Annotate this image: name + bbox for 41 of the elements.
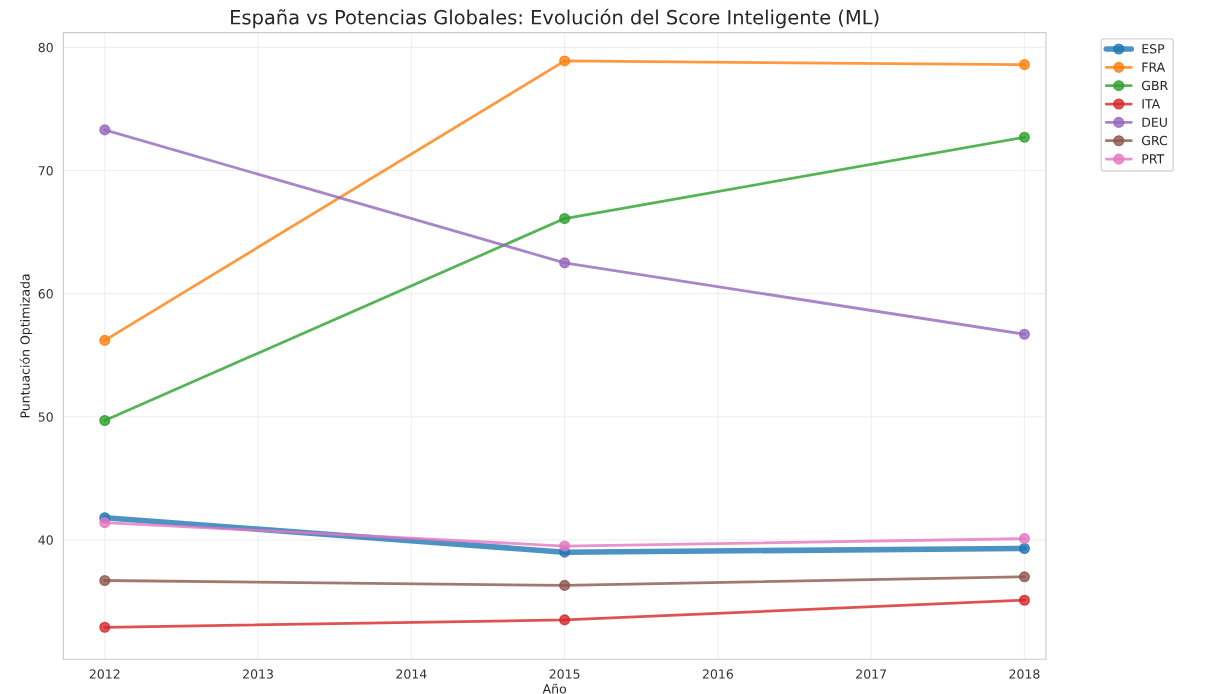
y-tick-label: 40 bbox=[38, 535, 53, 545]
legend-label: GBR bbox=[1141, 80, 1168, 91]
point bbox=[559, 55, 571, 67]
point bbox=[1018, 59, 1030, 71]
point bbox=[99, 414, 111, 427]
point bbox=[1018, 542, 1030, 555]
point bbox=[559, 540, 571, 552]
point bbox=[559, 579, 571, 591]
point bbox=[1018, 131, 1030, 143]
x-tick-label: 2018 bbox=[1009, 669, 1040, 679]
x-tick-label: 2014 bbox=[396, 669, 427, 679]
point bbox=[1018, 533, 1030, 545]
legend-label: DEU bbox=[1142, 117, 1167, 127]
y-axis-title: Puntuación Optimizada bbox=[19, 274, 33, 418]
point bbox=[99, 574, 111, 587]
y-tick-label: 80 bbox=[38, 42, 53, 53]
point bbox=[99, 517, 111, 529]
chart-title: España vs Potencias Globales: Evolución del Score Inteligente (ML) bbox=[231, 8, 879, 29]
legend-label: GRC bbox=[1141, 135, 1168, 146]
legend-label: PRT bbox=[1142, 154, 1165, 164]
point bbox=[99, 621, 111, 633]
point bbox=[1018, 328, 1030, 340]
point bbox=[559, 212, 571, 225]
x-tick-label: 2015 bbox=[549, 669, 580, 679]
y-tick-label: 70 bbox=[38, 165, 53, 176]
y-tick-label: 50 bbox=[38, 412, 53, 422]
x-tick-label: 2016 bbox=[702, 669, 733, 679]
point bbox=[1018, 594, 1030, 606]
x-tick-label: 2017 bbox=[856, 669, 886, 679]
point bbox=[99, 334, 111, 346]
legend-label: ITA bbox=[1142, 99, 1161, 109]
point bbox=[559, 257, 571, 269]
point bbox=[559, 614, 571, 626]
legend-label: ESP bbox=[1142, 44, 1165, 54]
x-tick-label: 2012 bbox=[89, 669, 120, 679]
y-tick-label: 60 bbox=[38, 289, 53, 299]
point bbox=[1018, 571, 1030, 583]
legend-label: FRA bbox=[1142, 62, 1166, 72]
x-axis-title: Año bbox=[542, 683, 567, 694]
point bbox=[99, 124, 111, 136]
x-tick-label: 2013 bbox=[243, 669, 273, 679]
